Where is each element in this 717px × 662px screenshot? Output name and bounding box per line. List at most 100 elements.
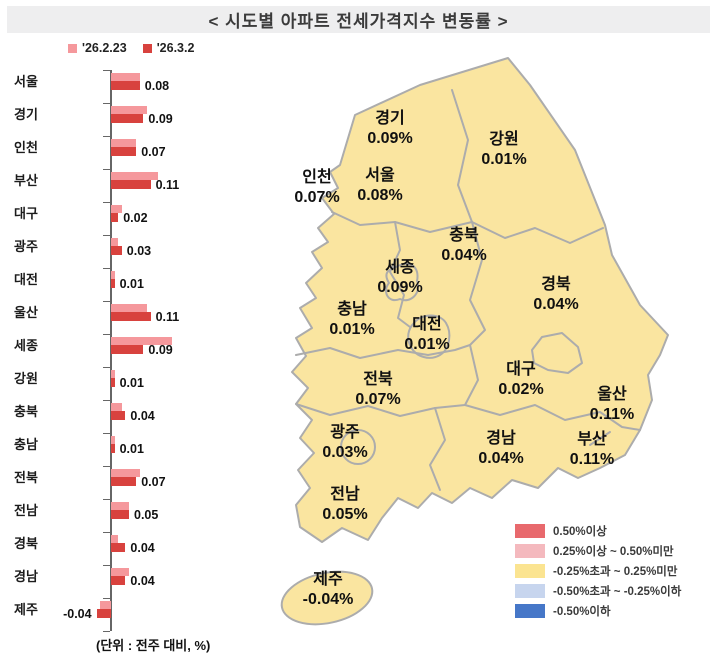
category-label-광주: 광주 — [14, 239, 38, 254]
category-label-전북: 전북 — [14, 470, 38, 485]
korea-map-svg — [280, 57, 669, 626]
bar-chart: 서울 0.08 경기 0.09 인천 0.07 부산 0.11 대구 0.02 광주 0.03 대전 0.… — [0, 0, 270, 662]
axis-tick — [103, 301, 110, 302]
axis-tick — [103, 532, 110, 533]
map-label-전남: 전남 0.05% — [280, 485, 410, 525]
bar-prev-충북 — [111, 403, 122, 411]
region-value: 0.07% — [294, 189, 340, 206]
bar-chart-legend: '26.2.23 '26.3.2 — [68, 41, 194, 55]
map-label-인천: 인천 0.07% — [252, 168, 382, 208]
value-label-인천: 0.07 — [141, 145, 166, 159]
bar-prev-충남 — [111, 436, 115, 444]
region-name: 대구 — [506, 361, 536, 378]
bar-cur-강원 — [111, 378, 115, 387]
map-label-강원: 강원 0.01% — [439, 130, 569, 170]
region-value: 0.11% — [589, 406, 635, 423]
map-label-광주: 광주 0.03% — [280, 423, 410, 463]
region-value: 0.04% — [441, 247, 487, 264]
map-legend-row-4: -0.50%이하 — [515, 601, 681, 621]
bar-prev-광주 — [111, 238, 119, 246]
category-label-부산: 부산 — [14, 173, 38, 188]
axis-tick — [103, 169, 110, 170]
region-name: 경북 — [541, 276, 571, 293]
map-label-대전: 대전 0.01% — [362, 315, 492, 355]
bar-cur-울산 — [111, 312, 151, 321]
bar-cur-충남 — [111, 444, 115, 453]
map-label-제주: 제주 -0.04% — [263, 570, 393, 610]
map-color-legend: 0.50%이상 0.25%이상 ~ 0.50%미만 -0.25%초과 ~ 0.25%… — [515, 521, 681, 621]
axis-tick — [103, 136, 110, 137]
category-label-충북: 충북 — [14, 404, 38, 419]
map-label-경북: 경북 0.04% — [491, 275, 621, 315]
map-legend-swatch — [515, 564, 545, 578]
region-name: 경기 — [375, 110, 405, 127]
map-legend-swatch — [515, 524, 545, 538]
legend-swatch — [142, 43, 152, 53]
map-label-부산: 부산 0.11% — [527, 430, 657, 470]
category-label-경기: 경기 — [14, 107, 38, 122]
bar-cur-전북 — [111, 477, 137, 486]
value-label-광주: 0.03 — [126, 244, 152, 258]
bar-cur-세종 — [111, 345, 144, 354]
region-value: 0.01% — [481, 151, 527, 168]
legend-label: '26.2.23 — [82, 41, 127, 55]
bar-prev-경남 — [111, 568, 129, 576]
title-bar: < 시도별 아파트 전세가격지수 변동률 > — [7, 6, 710, 33]
value-label-세종: 0.09 — [148, 343, 173, 357]
category-label-대전: 대전 — [14, 272, 38, 287]
value-label-제주: -0.04 — [63, 607, 92, 621]
map-label-충남: 충남 0.01% — [287, 300, 417, 340]
value-label-울산: 0.11 — [155, 310, 180, 324]
axis-tick — [103, 367, 110, 368]
region-name: 울산 — [597, 386, 627, 403]
region-name: 충북 — [449, 227, 479, 244]
map-label-대구: 대구 0.02% — [456, 360, 586, 400]
value-label-전북: 0.07 — [141, 475, 166, 489]
map-province-borders — [295, 89, 641, 491]
region-value: 0.08% — [357, 187, 403, 204]
axis-tick — [103, 499, 110, 500]
value-label-경기: 0.09 — [148, 112, 173, 126]
region-name: 경남 — [486, 430, 516, 447]
map-label-전북: 전북 0.07% — [313, 370, 443, 410]
axis-tick — [103, 235, 110, 236]
page-title: < 시도별 아파트 전세가격지수 변동률 > — [208, 12, 509, 31]
value-label-충남: 0.01 — [119, 442, 144, 456]
map-legend-row-3: -0.50%초과 ~ -0.25%이하 — [515, 581, 681, 601]
map-legend-swatch — [515, 604, 545, 618]
axis-tick — [103, 598, 110, 599]
value-label-대전: 0.01 — [119, 277, 144, 291]
bar-prev-대구 — [111, 205, 122, 213]
bar-prev-부산 — [111, 172, 158, 180]
map-label-경남: 경남 0.04% — [436, 429, 566, 469]
bar-prev-세종 — [111, 337, 173, 345]
value-label-충북: 0.04 — [130, 409, 155, 423]
bar-prev-전북 — [111, 469, 140, 477]
bar-cur-광주 — [111, 246, 122, 255]
region-name: 부산 — [577, 431, 607, 448]
region-value: 0.01% — [404, 336, 450, 353]
region-name: 제주 — [313, 571, 343, 588]
axis-tick — [103, 466, 110, 467]
legend-label: '26.3.2 — [156, 41, 195, 55]
bar-prev-인천 — [111, 139, 137, 147]
bar-prev-경북 — [111, 535, 119, 543]
region-name: 전남 — [330, 486, 360, 503]
value-label-서울: 0.08 — [144, 79, 170, 93]
bar-cur-대전 — [111, 279, 115, 288]
region-name: 대전 — [412, 316, 442, 333]
region-value: 0.01% — [329, 321, 375, 338]
region-name: 인천 — [302, 169, 332, 186]
map-label-서울: 서울 0.08% — [315, 166, 445, 206]
category-label-세종: 세종 — [14, 338, 38, 353]
bar-prev-전남 — [111, 502, 129, 510]
category-label-충남: 충남 — [14, 437, 38, 452]
bar-cur-제주 — [96, 609, 111, 618]
bar-cur-서울 — [111, 81, 140, 90]
map-jeju-shape — [280, 570, 374, 626]
map-legend-label: 0.25%이상 ~ 0.50%미만 — [553, 546, 674, 558]
region-value: 0.02% — [498, 381, 544, 398]
bar-cur-인천 — [111, 147, 137, 156]
category-label-경남: 경남 — [14, 569, 38, 584]
region-value: 0.09% — [367, 130, 413, 147]
